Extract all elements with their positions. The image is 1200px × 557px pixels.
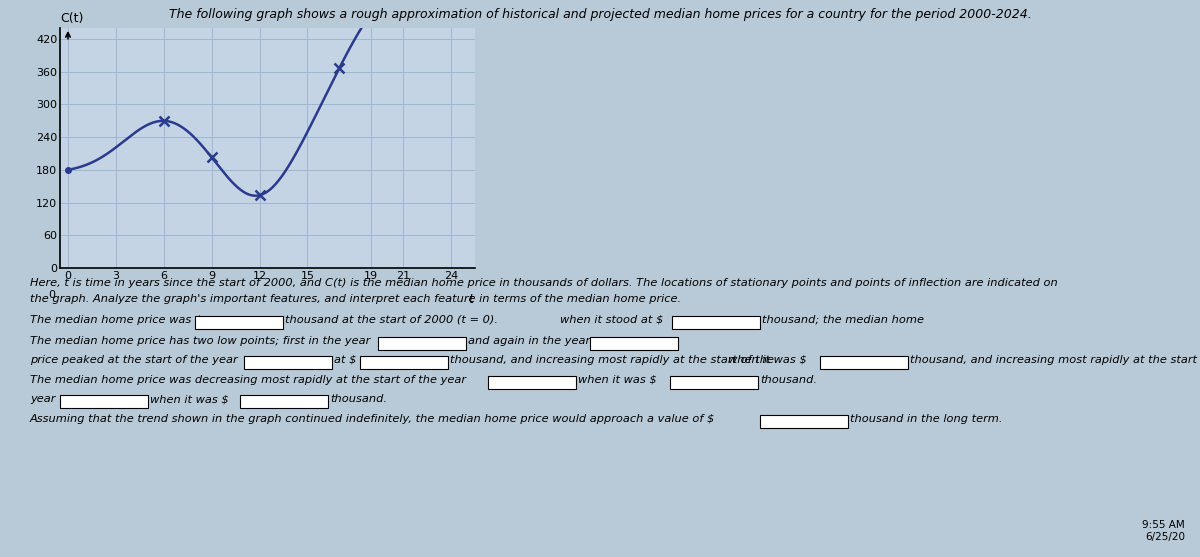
FancyBboxPatch shape — [760, 415, 848, 428]
Text: Assuming that the trend shown in the graph continued indefinitely, the median ho: Assuming that the trend shown in the gra… — [30, 414, 715, 424]
FancyBboxPatch shape — [590, 337, 678, 350]
FancyBboxPatch shape — [360, 356, 448, 369]
Text: Here, t is time in years since the start of 2000, and C(t) is the median home pr: Here, t is time in years since the start… — [30, 278, 1057, 288]
Text: and again in the year: and again in the year — [468, 336, 590, 346]
Text: the graph. Analyze the graph's important features, and interpret each feature in: the graph. Analyze the graph's important… — [30, 294, 682, 304]
Text: year: year — [30, 394, 55, 404]
Text: $t$: $t$ — [468, 292, 475, 306]
Text: C(t): C(t) — [60, 12, 83, 25]
FancyBboxPatch shape — [60, 395, 148, 408]
Text: when it was $: when it was $ — [578, 375, 656, 385]
FancyBboxPatch shape — [488, 376, 576, 389]
Text: thousand; the median home: thousand; the median home — [762, 315, 924, 325]
FancyBboxPatch shape — [820, 356, 908, 369]
Text: The median home price has two low points; first in the year: The median home price has two low points… — [30, 336, 371, 346]
Text: thousand, and increasing most rapidly at the start of the: thousand, and increasing most rapidly at… — [910, 355, 1200, 365]
Text: The following graph shows a rough approximation of historical and projected medi: The following graph shows a rough approx… — [169, 8, 1031, 21]
Text: thousand.: thousand. — [330, 394, 386, 404]
Text: when it was $: when it was $ — [728, 355, 806, 365]
FancyBboxPatch shape — [240, 395, 328, 408]
Text: thousand in the long term.: thousand in the long term. — [850, 414, 1002, 424]
FancyBboxPatch shape — [672, 316, 760, 329]
FancyBboxPatch shape — [670, 376, 758, 389]
FancyBboxPatch shape — [378, 337, 466, 350]
Text: when it stood at $: when it stood at $ — [560, 315, 664, 325]
Text: The median home price was decreasing most rapidly at the start of the year: The median home price was decreasing mos… — [30, 375, 466, 385]
Text: 0: 0 — [48, 290, 55, 300]
Text: price peaked at the start of the year: price peaked at the start of the year — [30, 355, 238, 365]
Text: thousand.: thousand. — [760, 375, 817, 385]
Text: 9:55 AM
6/25/20: 9:55 AM 6/25/20 — [1142, 520, 1186, 542]
Text: thousand at the start of 2000 (t = 0).: thousand at the start of 2000 (t = 0). — [286, 315, 498, 325]
Text: when it was $: when it was $ — [150, 394, 229, 404]
Text: The median home price was $: The median home price was $ — [30, 315, 202, 325]
FancyBboxPatch shape — [244, 356, 332, 369]
Text: thousand, and increasing most rapidly at the start of the: thousand, and increasing most rapidly at… — [450, 355, 774, 365]
Text: at $: at $ — [334, 355, 356, 365]
FancyBboxPatch shape — [194, 316, 283, 329]
